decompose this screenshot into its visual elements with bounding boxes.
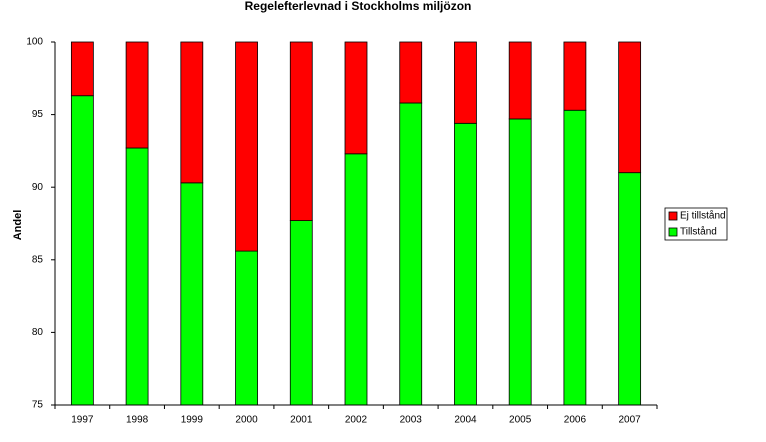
legend-label: Ej tillstånd: [680, 210, 726, 222]
bar-segment: [508, 118, 532, 406]
x-tick-label: 2001: [290, 415, 313, 426]
legend-swatch: [668, 211, 678, 221]
bar-segment: [70, 41, 94, 97]
bar-segment: [508, 41, 532, 120]
x-tick-label: 2007: [619, 415, 642, 426]
bar-segment: [344, 41, 368, 155]
x-tick-label: 1998: [126, 415, 149, 426]
chart-title: Regelefterlevnad i Stockholms miljözon: [245, 0, 472, 13]
y-tick-label: 75: [32, 400, 44, 411]
bar-segment: [289, 41, 313, 221]
y-tick-label: 80: [32, 327, 44, 338]
y-tick-label: 85: [32, 254, 44, 265]
bar-segment: [399, 102, 423, 406]
bar-segment: [235, 250, 258, 406]
legend-label: Tillstånd: [680, 226, 717, 238]
x-tick-label: 1997: [71, 415, 94, 426]
x-tick-label: 2003: [400, 415, 423, 426]
y-axis-label: Andel: [12, 210, 24, 241]
bar-segment: [563, 109, 587, 406]
bar-segment: [618, 172, 642, 406]
bar-segment: [344, 153, 368, 406]
bar-segment: [454, 41, 477, 124]
legend-swatch: [668, 227, 678, 237]
y-tick-label: 90: [32, 182, 44, 193]
x-tick-label: 2006: [564, 415, 587, 426]
x-tick-label: 2000: [235, 415, 258, 426]
y-tick-label: 95: [32, 109, 44, 120]
x-tick-label: 2002: [345, 415, 368, 426]
bar-segment: [70, 95, 94, 406]
bar-segment: [563, 41, 587, 111]
bar-segment: [454, 122, 477, 406]
bar-segment: [180, 41, 204, 184]
x-tick-label: 1999: [181, 415, 204, 426]
y-tick-label: 100: [26, 37, 43, 48]
bar-segment: [125, 147, 149, 406]
bar-segment: [618, 41, 642, 174]
bar-segment: [289, 220, 313, 406]
x-tick-label: 2005: [509, 415, 532, 426]
bar-segment: [399, 41, 423, 104]
bar-segment: [235, 41, 258, 252]
bar-segment: [125, 41, 149, 149]
bar-segment: [180, 182, 204, 406]
x-tick-label: 2004: [454, 415, 477, 426]
